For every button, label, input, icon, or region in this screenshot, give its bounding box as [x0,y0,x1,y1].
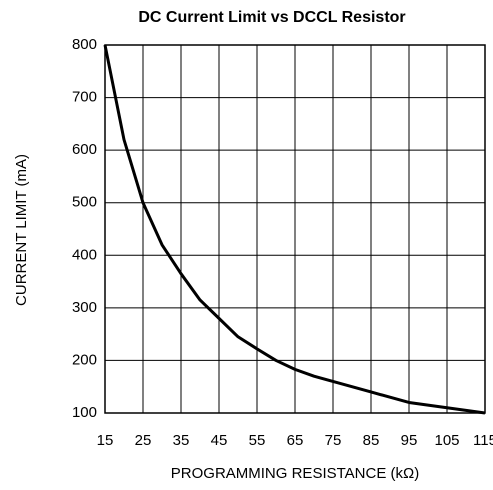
x-tick-label: 55 [249,432,266,449]
x-tick-label: 65 [287,432,304,449]
x-tick-label: 15 [97,432,114,449]
y-axis-label: CURRENT LIMIT (mA) [13,154,30,306]
y-tick-label: 800 [72,36,97,53]
x-tick-label: 105 [434,432,459,449]
y-tick-label: 600 [72,141,97,158]
x-tick-label: 25 [135,432,152,449]
plot-frame [104,44,486,414]
x-tick-label: 35 [173,432,190,449]
x-axis-label: PROGRAMMING RESISTANCE (kΩ) [171,465,419,482]
y-tick-label: 100 [72,404,97,421]
x-tick-label: 45 [211,432,228,449]
data-line [103,44,486,415]
x-tick-label: 75 [325,432,342,449]
y-tick-label: 500 [72,194,97,211]
y-tick-label: 700 [72,89,97,106]
x-tick-label: 115 [473,432,493,449]
chart-title: DC Current Limit vs DCCL Resistor [138,9,405,26]
x-tick-label: 95 [401,432,418,449]
y-tick-label: 400 [72,246,97,263]
y-tick-label: 200 [72,351,97,368]
y-tick-label: 300 [72,299,97,316]
x-tick-label: 85 [363,432,380,449]
